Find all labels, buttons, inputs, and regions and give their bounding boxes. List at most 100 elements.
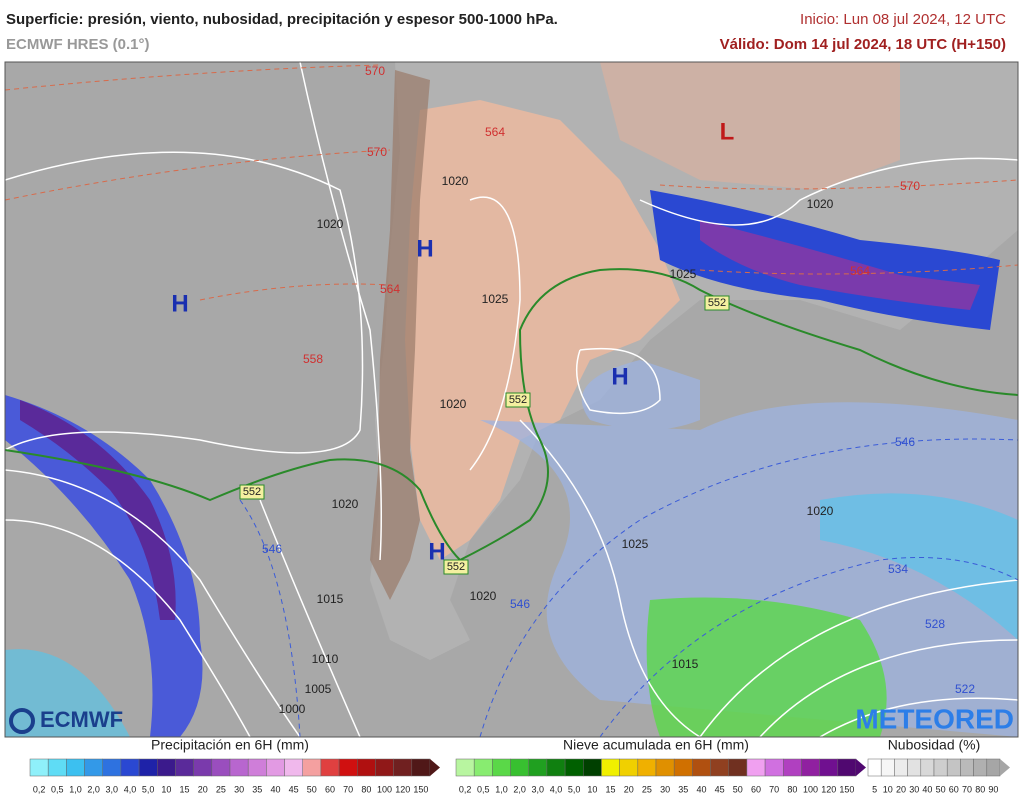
contour-label: 534: [888, 562, 908, 576]
legend-swatch: [894, 758, 908, 777]
legend-label: 20: [624, 784, 634, 794]
init-time: Inicio: Lun 08 jul 2024, 12 UTC: [800, 11, 1006, 28]
legend-label: 45: [715, 784, 725, 794]
pressure-center: H: [171, 290, 188, 317]
legend-swatch: [320, 758, 340, 777]
legend-swatch: [47, 758, 67, 777]
contour-label: 564: [485, 125, 505, 139]
subtitle: ECMWF HRES (0.1°): [6, 36, 150, 53]
legend-swatch: [920, 758, 935, 777]
contour-label: 1005: [305, 682, 332, 696]
thickness-box: [505, 392, 531, 408]
legend-title: Precipitación en 6H (mm): [151, 737, 309, 753]
legend-arrow: [1000, 759, 1010, 776]
legend-label: 25: [216, 784, 226, 794]
legend-swatch: [564, 758, 584, 777]
legend-arrow: [856, 759, 866, 776]
legend-swatch: [473, 758, 493, 777]
contour-label: 1000: [279, 702, 306, 716]
contour-label: 522: [955, 682, 975, 696]
legend-swatch: [764, 758, 784, 777]
legend-label: 35: [678, 784, 688, 794]
legend-label: 10: [587, 784, 597, 794]
legend-swatch: [411, 758, 431, 777]
legend-label: 3,0: [532, 784, 545, 794]
legend-swatch: [102, 758, 122, 777]
legend-swatch: [986, 758, 1001, 777]
legend-swatch: [357, 758, 376, 777]
pressure-center: H: [611, 363, 628, 390]
legend-label: 2,0: [87, 784, 100, 794]
contour-label: 552: [708, 297, 726, 309]
legend-label: 25: [642, 784, 652, 794]
legend-swatch: [601, 758, 620, 777]
legend-swatch: [973, 758, 988, 777]
legend-label: 45: [289, 784, 299, 794]
legend-label: 20: [198, 784, 208, 794]
isobars: [5, 62, 1018, 737]
legend-swatch: [801, 758, 820, 777]
contour-label: 552: [509, 394, 527, 406]
title: Superficie: presión, viento, nubosidad, …: [6, 11, 558, 28]
contour-label: 1020: [332, 497, 359, 511]
legend-swatch: [546, 758, 566, 777]
legend-label: 60: [949, 784, 959, 794]
legend-label: 70: [343, 784, 353, 794]
contour-label: 1015: [672, 657, 699, 671]
legend-swatch: [375, 758, 394, 777]
legend-title: Nubosidad (%): [888, 737, 981, 753]
legend-label: 5: [872, 784, 877, 794]
legend-label: 30: [234, 784, 244, 794]
contour-label: 1020: [440, 397, 467, 411]
legend-label: 15: [180, 784, 190, 794]
legend-label: 4,0: [124, 784, 137, 794]
valid-time: Válido: Dom 14 jul 2024, 18 UTC (H+150): [720, 36, 1006, 53]
legend-label: 60: [751, 784, 761, 794]
legend-swatch: [867, 758, 882, 777]
legend-label: 150: [839, 784, 854, 794]
logo-ecmwf-icon: [9, 708, 35, 734]
legend-label: 50: [733, 784, 743, 794]
legend-label: 80: [361, 784, 371, 794]
contour-label: 1015: [317, 592, 344, 606]
pressure-center: H: [428, 538, 445, 565]
contour-label: 546: [510, 597, 530, 611]
legend-swatch: [302, 758, 322, 777]
contour-label: 552: [243, 486, 261, 498]
legend-label: 2,0: [513, 784, 526, 794]
legend-swatch: [637, 758, 657, 777]
legend-label: 0,5: [477, 784, 490, 794]
legend-swatch: [837, 758, 857, 777]
pressure-center: H: [416, 235, 433, 262]
legend-swatch: [247, 758, 267, 777]
legend-swatch: [710, 758, 729, 777]
pressure-center: L: [720, 118, 735, 145]
legend-swatch: [946, 758, 961, 777]
thickness-box: [704, 295, 730, 311]
legend-label: 60: [325, 784, 335, 794]
shallow-cloud: [480, 360, 1018, 737]
brazil: [600, 62, 900, 190]
legend-label: 80: [787, 784, 797, 794]
legend-swatch: [229, 758, 249, 777]
legend-label: 70: [769, 784, 779, 794]
contour-label: 564: [380, 282, 400, 296]
legend-swatch: [393, 758, 413, 777]
legend-label: 10: [161, 784, 171, 794]
legend-swatch: [933, 758, 948, 777]
legend-swatch: [528, 758, 548, 777]
legend-swatch: [266, 758, 285, 777]
contour-label: 528: [925, 617, 945, 631]
contour-label: 546: [262, 542, 282, 556]
snow: [646, 597, 887, 737]
contour-label: 558: [303, 352, 323, 366]
contour-label: 546: [895, 435, 915, 449]
light-precip: [5, 493, 1018, 737]
contour-label: 564: [850, 264, 870, 278]
legend-swatch: [655, 758, 675, 777]
legend-swatch: [175, 758, 194, 777]
legend-label: 35: [252, 784, 262, 794]
legend-label: 4,0: [550, 784, 563, 794]
